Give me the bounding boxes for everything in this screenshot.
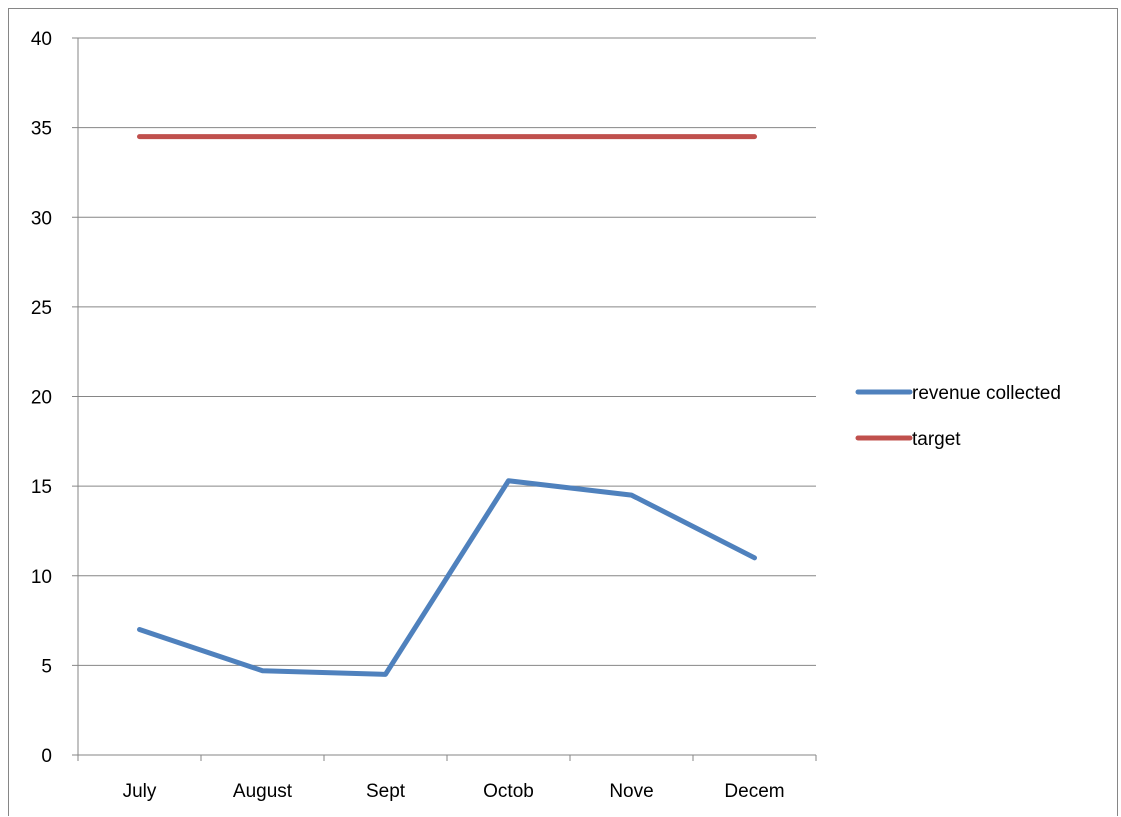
y-tick-label: 5 bbox=[41, 656, 52, 677]
y-tick-label: 30 bbox=[31, 208, 52, 229]
x-tick-label: Nove bbox=[609, 781, 653, 802]
legend: revenue collected target bbox=[855, 383, 1061, 450]
chart-frame bbox=[8, 8, 1118, 816]
axes bbox=[72, 37, 817, 761]
y-tick-label: 40 bbox=[31, 29, 52, 50]
y-tick-label: 0 bbox=[41, 746, 52, 767]
x-tick-label: July bbox=[123, 781, 157, 802]
x-tick-label: Decem bbox=[724, 781, 784, 802]
y-tick-label: 10 bbox=[31, 567, 52, 588]
x-tick-label: Sept bbox=[366, 781, 406, 802]
x-tick-label: Octob bbox=[483, 781, 534, 802]
x-tick-label: August bbox=[233, 781, 293, 802]
y-tick-label: 15 bbox=[31, 477, 52, 498]
y-tick-labels: 0 5 10 15 20 25 30 35 40 bbox=[31, 29, 52, 767]
legend-label: target bbox=[912, 429, 961, 450]
y-tick-label: 25 bbox=[31, 298, 52, 319]
gridlines bbox=[78, 37, 816, 666]
y-tick-label: 20 bbox=[31, 388, 52, 409]
series-line-revenue-collected bbox=[137, 478, 757, 677]
legend-label: revenue collected bbox=[912, 383, 1061, 404]
x-tick-labels: July August Sept Octob Nove Decem bbox=[123, 781, 785, 802]
series-lines bbox=[137, 134, 757, 677]
y-tick-label: 35 bbox=[31, 119, 52, 140]
